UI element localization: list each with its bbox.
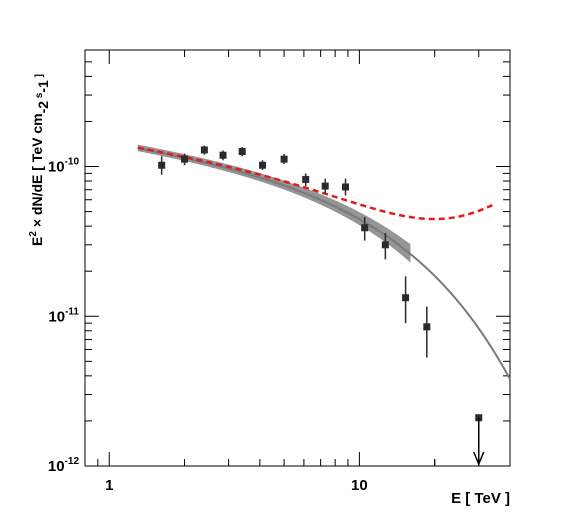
y-tick-label: 10-11 xyxy=(48,306,79,325)
y-axis-title: E2 × dN/dE [ TeV cm-2 s-1 ] xyxy=(28,74,51,246)
data-point xyxy=(423,323,431,331)
data-point xyxy=(321,182,329,190)
x-tick-label: 10 xyxy=(351,477,368,494)
data-point xyxy=(181,155,189,163)
y-tick-label: 10-12 xyxy=(48,456,80,475)
plot-frame xyxy=(84,49,511,467)
data-point xyxy=(402,294,410,302)
fit-uncertainty-band xyxy=(137,144,411,263)
data-points xyxy=(158,145,485,466)
data-point xyxy=(381,241,389,249)
upper-limit-arrow xyxy=(473,451,485,466)
data-point xyxy=(280,155,288,163)
x-tick-label: 1 xyxy=(105,477,113,494)
dashed-model-curve xyxy=(137,146,493,221)
axes xyxy=(84,49,511,467)
axis-labels: 1 10 10-12 10-11 10-10 E [ TeV ] E2 × dN/dE [ … xyxy=(28,74,510,507)
y-tick-label: 10-10 xyxy=(48,157,80,176)
data-point xyxy=(361,224,369,232)
x-axis-title: E [ TeV ] xyxy=(451,490,510,507)
data-point xyxy=(238,147,246,155)
data-point xyxy=(158,161,166,169)
data-point xyxy=(200,146,208,154)
data-point xyxy=(219,151,227,159)
data-point xyxy=(259,161,267,169)
data-point xyxy=(342,183,350,191)
data-point xyxy=(302,175,310,183)
model-curves xyxy=(137,144,511,380)
